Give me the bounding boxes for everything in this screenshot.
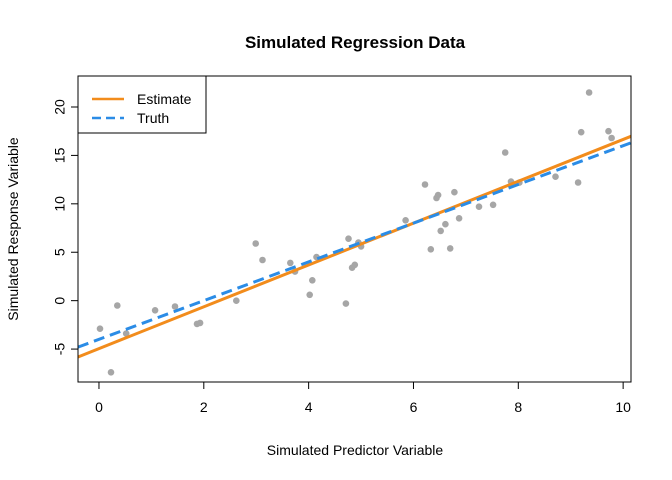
y-tick-label: 0 xyxy=(52,297,68,305)
series-line-truth xyxy=(77,141,632,349)
x-tick-label: 10 xyxy=(615,399,631,415)
y-tick-label: 10 xyxy=(52,196,68,212)
data-point xyxy=(345,235,352,242)
plot-area xyxy=(77,89,632,376)
data-point xyxy=(442,220,449,228)
data-point xyxy=(151,307,159,314)
legend: Estimate Truth xyxy=(77,75,207,134)
data-point xyxy=(577,128,585,136)
data-point xyxy=(434,191,442,199)
data-point xyxy=(196,319,204,327)
data-point xyxy=(489,201,497,209)
x-tick-label: 0 xyxy=(95,399,103,415)
data-point xyxy=(306,291,314,299)
series-line-estimate xyxy=(77,134,632,359)
chart-title: Simulated Regression Data xyxy=(245,33,466,52)
data-point xyxy=(351,261,359,269)
data-point xyxy=(427,246,435,253)
data-point xyxy=(605,127,612,135)
data-point xyxy=(585,89,593,96)
x-tick-label: 2 xyxy=(200,399,208,415)
data-point xyxy=(574,179,582,186)
data-point xyxy=(446,245,454,252)
data-point xyxy=(402,217,409,224)
legend-box xyxy=(77,75,207,134)
legend-truth-label: Truth xyxy=(137,110,169,126)
data-point xyxy=(437,227,445,235)
data-point xyxy=(451,188,458,196)
y-axis: -5 0 5 10 15 20 xyxy=(52,99,79,356)
data-point xyxy=(455,215,463,222)
y-tick-label: -5 xyxy=(52,343,68,356)
x-tick-label: 8 xyxy=(514,399,522,415)
x-axis: 0 2 4 6 8 10 xyxy=(95,381,631,415)
data-point xyxy=(608,134,615,142)
y-tick-label: 5 xyxy=(52,248,68,256)
data-point xyxy=(552,173,559,180)
data-point xyxy=(342,300,350,307)
data-point xyxy=(233,297,240,305)
data-point xyxy=(171,303,179,310)
y-tick-label: 20 xyxy=(52,99,68,115)
x-axis-label: Simulated Predictor Variable xyxy=(267,442,444,458)
x-tick-label: 6 xyxy=(410,399,418,415)
data-point xyxy=(114,302,121,309)
data-point xyxy=(475,203,483,210)
data-point xyxy=(122,330,130,337)
data-point xyxy=(96,325,104,333)
x-tick-label: 4 xyxy=(305,399,313,415)
legend-estimate-label: Estimate xyxy=(137,91,192,107)
data-point xyxy=(501,149,509,156)
y-axis-label: Simulated Response Variable xyxy=(5,137,21,321)
data-point xyxy=(252,240,259,247)
data-point xyxy=(259,256,266,264)
y-tick-label: 15 xyxy=(52,147,68,163)
data-point xyxy=(287,259,294,267)
data-point xyxy=(309,277,316,284)
data-point xyxy=(421,181,429,188)
data-point xyxy=(107,369,115,376)
